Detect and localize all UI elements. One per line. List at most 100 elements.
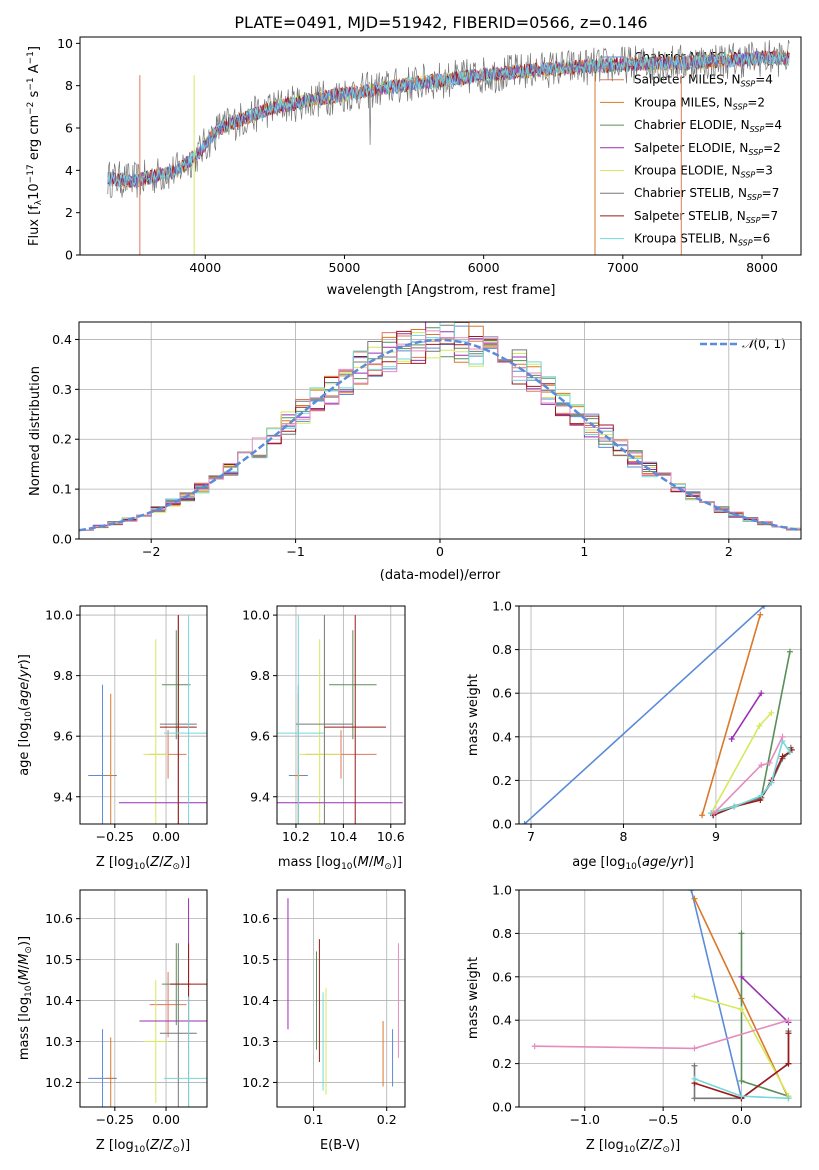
- axes-border: [518, 605, 802, 825]
- agemass-xlabel: mass [log10(M/M⊙)]: [278, 855, 402, 872]
- wz-xlabel: Z [log10(Z/Z⊙)]: [586, 1138, 680, 1155]
- mass-vs-z-axes: −0.25 0.00 10.2 10.3 10.4 10.5 10.6: [45, 889, 208, 1127]
- weight-line-salpeter_elodie: [740, 976, 790, 1023]
- y-tick-label: 6: [65, 121, 73, 136]
- y-tick-label: 10.3: [45, 1034, 73, 1049]
- x-tick-label: 10.2: [282, 829, 310, 844]
- y-tick-label: 0.8: [492, 642, 512, 657]
- y-tick-label: 1.0: [492, 599, 512, 614]
- spectrum-axes: 4000 5000 6000 7000 8000 0 2 4 6 8 10: [57, 36, 802, 275]
- y-tick-label: 0: [65, 248, 73, 263]
- weight-line-salpeter_stelib: [694, 1033, 790, 1100]
- plot-content: [88, 615, 207, 824]
- weight-marker-kroupa_elodie: [738, 1006, 745, 1013]
- legend-label-kroupa_miles: Kroupa MILES, NSSP=2: [634, 95, 765, 111]
- weight-line-kroupa_miles: [701, 614, 762, 816]
- plot-content: [521, 606, 795, 824]
- weight-marker-salpeter_elodie: [728, 735, 735, 742]
- weight-marker-pink: [691, 1045, 698, 1052]
- wage-ylabel: mass weight: [466, 674, 481, 756]
- y-tick-label: 0.4: [492, 1013, 512, 1028]
- axes-frame: −1.0 −0.5 0.0 0.0 0.2 0.4 0.6 0.8 1.0: [492, 883, 802, 1127]
- plot-areas: 4000 5000 6000 7000 8000 0 2 4 6 8 10 −2 −1 0 1 2 0.0 0.1…: [45, 36, 802, 1127]
- weight-marker-chabrier_elodie: [738, 1077, 745, 1084]
- x-tick-label: 2: [725, 544, 733, 559]
- y-tick-label: 0.2: [52, 432, 72, 447]
- x-tick-label: −2: [142, 544, 160, 559]
- massz-ylabel: mass [log10(M/M⊙)]: [17, 936, 34, 1060]
- spectrum-xlabel: wavelength [Angstrom, rest frame]: [327, 283, 556, 298]
- normal-curve: [79, 338, 799, 532]
- weight-marker-pink: [779, 733, 786, 740]
- weight-marker-chabrier_stelib: [691, 1095, 698, 1102]
- y-tick-label: 0.0: [492, 1100, 512, 1115]
- x-tick-label: 10.4: [329, 829, 357, 844]
- plot-content: [88, 898, 207, 1107]
- axes-frame: 10.2 10.4 10.6 9.4 9.6 9.8 10.0: [242, 605, 406, 844]
- y-tick-label: 10.0: [45, 608, 73, 623]
- axes-border: [276, 889, 406, 1108]
- weight-marker-pink: [711, 810, 718, 817]
- weight-marker-kroupa_miles: [757, 611, 764, 618]
- y-tick-label: 10.2: [242, 1075, 270, 1090]
- x-tick-label: 0: [436, 544, 444, 559]
- normal-legend: 𝒩(0, 1): [700, 337, 786, 351]
- y-tick-label: 10.3: [242, 1034, 270, 1049]
- weight-marker-kroupa_elodie: [768, 709, 775, 716]
- y-tick-label: 10.5: [45, 952, 73, 967]
- weight-marker-pink: [758, 762, 765, 769]
- wz-ylabel: mass weight: [466, 957, 481, 1039]
- histogram-salpeter_stelib: [79, 330, 801, 531]
- weight-vs-z-axes: −1.0 −0.5 0.0 0.0 0.2 0.4 0.6 0.8 1.0: [492, 883, 802, 1127]
- plot-content: [531, 890, 792, 1102]
- residuals-ylabel: Normed distribution: [28, 366, 43, 496]
- x-tick-label: 6000: [468, 260, 500, 275]
- x-tick-label: −0.25: [96, 829, 134, 844]
- massebv-xlabel: E(B-V): [320, 1138, 360, 1153]
- x-tick-label: −1.0: [570, 1112, 600, 1127]
- y-tick-label: 10.4: [45, 993, 73, 1008]
- x-tick-label: 1: [580, 544, 588, 559]
- x-tick-label: 10.6: [377, 829, 405, 844]
- weight-marker-chabrier_stelib: [691, 1062, 698, 1069]
- weight-marker-salpeter_stelib: [785, 1060, 792, 1067]
- y-tick-label: 10.0: [242, 608, 270, 623]
- weight-marker-pink: [766, 759, 773, 766]
- y-tick-label: 10.5: [242, 952, 270, 967]
- x-tick-label: 0.1: [304, 1112, 324, 1127]
- residuals-axes: −2 −1 0 1 2 0.0 0.1 0.2 0.3 0.4: [52, 321, 802, 559]
- y-tick-label: 10: [57, 36, 73, 51]
- weight-marker-kroupa_stelib: [785, 1095, 792, 1102]
- y-tick-label: 8: [65, 78, 73, 93]
- legend-label-salpeter_elodie: Salpeter ELODIE, NSSP=2: [634, 141, 781, 157]
- weight-marker-chabrier_miles: [521, 821, 528, 824]
- y-tick-label: 0.2: [492, 1056, 512, 1071]
- weight-line-pink: [713, 736, 784, 814]
- y-tick-label: 9.4: [53, 789, 73, 804]
- weight-marker-chabrier_miles: [761, 606, 768, 609]
- age-vs-z-axes: −0.25 0.00 9.4 9.6 9.8 10.0: [45, 605, 208, 844]
- spectrum-ylabel: Flux [fλ10−17 erg cm−2 s−1 A−1]: [26, 46, 44, 246]
- axes-border: [79, 36, 802, 256]
- plot-content: [107, 39, 790, 255]
- residual-histogram-panel: (data-model)/error Normed distribution 𝒩…: [28, 337, 786, 583]
- agez-xlabel: Z [log10(Z/Z⊙)]: [96, 855, 190, 872]
- spectrum-chabrier_stelib: [107, 39, 790, 199]
- residuals-xlabel: (data-model)/error: [380, 568, 501, 583]
- y-tick-label: 0.8: [492, 926, 512, 941]
- weight-marker-kroupa_miles: [691, 895, 698, 902]
- weight-vs-age-axes: 7 8 9 0.0 0.2 0.4 0.6 0.8 1.0: [492, 599, 802, 844]
- x-tick-label: 9: [712, 829, 720, 844]
- plot-content: [277, 615, 403, 824]
- x-tick-label: 0.00: [152, 829, 180, 844]
- plot-content: [287, 898, 399, 1095]
- x-tick-label: −0.5: [648, 1112, 678, 1127]
- weight-marker-pink: [531, 1043, 538, 1050]
- y-tick-label: 0.0: [52, 532, 72, 547]
- weight-marker-salpeter_stelib: [779, 753, 786, 760]
- weight-marker-chabrier_elodie: [738, 930, 745, 937]
- x-tick-label: 0.2: [377, 1112, 397, 1127]
- x-tick-label: 7: [527, 829, 535, 844]
